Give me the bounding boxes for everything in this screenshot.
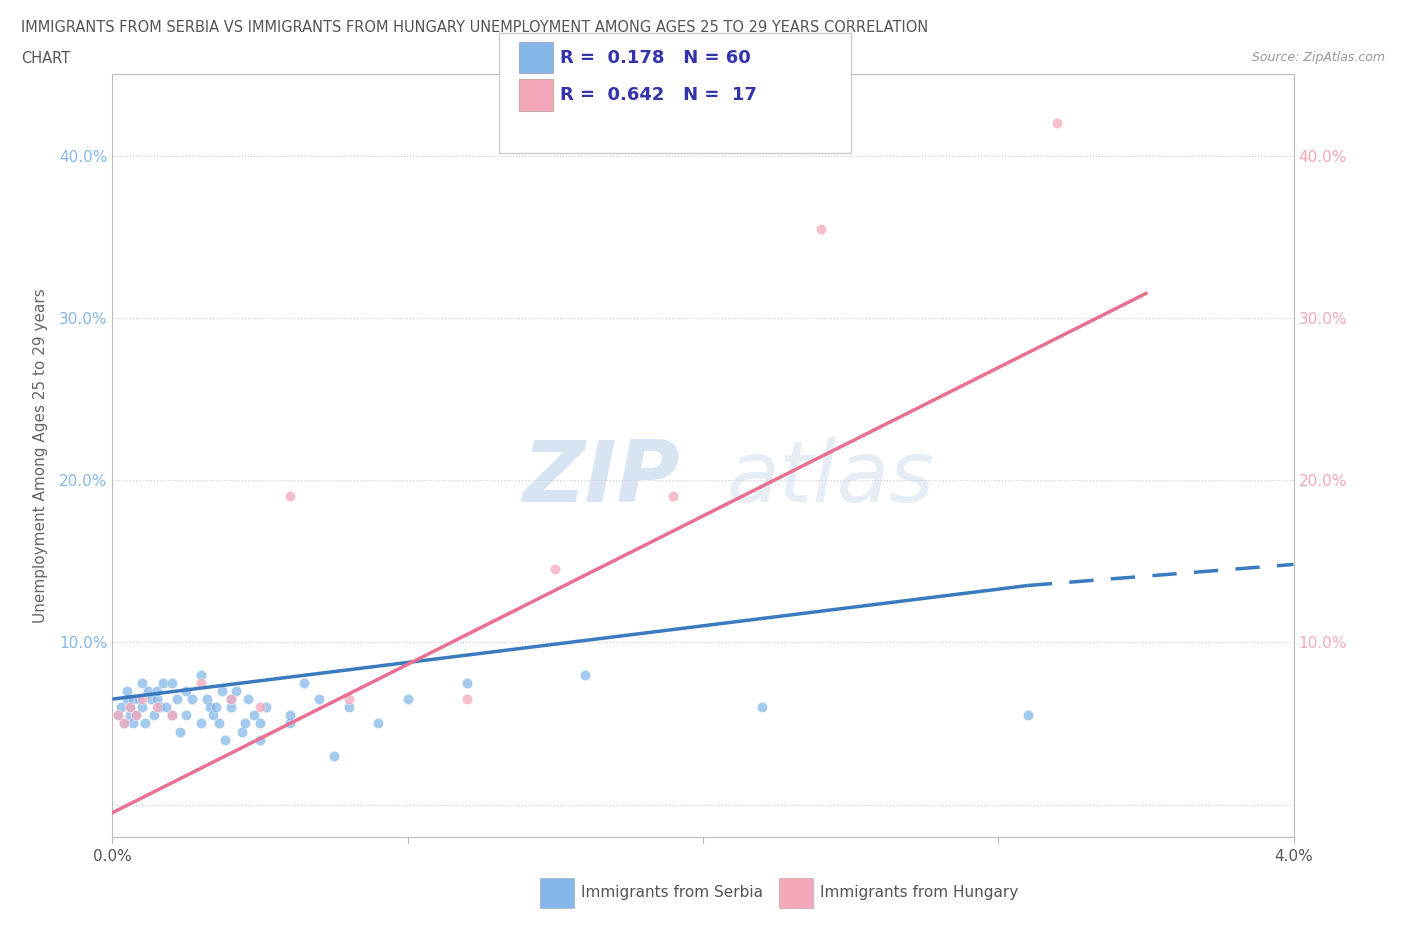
Point bbox=[337, 692, 360, 707]
Point bbox=[367, 716, 389, 731]
Point bbox=[544, 562, 567, 577]
Point bbox=[146, 699, 169, 714]
Point bbox=[112, 716, 135, 731]
Point bbox=[120, 708, 142, 723]
Point bbox=[233, 716, 256, 731]
Y-axis label: Unemployment Among Ages 25 to 29 years: Unemployment Among Ages 25 to 29 years bbox=[32, 288, 48, 623]
Point bbox=[160, 675, 183, 690]
Point bbox=[243, 708, 266, 723]
Point bbox=[128, 692, 150, 707]
Point bbox=[122, 716, 145, 731]
Point bbox=[112, 716, 135, 731]
Point bbox=[337, 699, 360, 714]
Point bbox=[110, 699, 132, 714]
Text: atlas: atlas bbox=[727, 437, 935, 520]
Point bbox=[1046, 115, 1069, 130]
Point bbox=[205, 699, 228, 714]
Text: CHART: CHART bbox=[21, 51, 70, 66]
Point bbox=[169, 724, 191, 739]
Point bbox=[146, 692, 169, 707]
Point bbox=[181, 692, 204, 707]
Point bbox=[278, 716, 301, 731]
Point bbox=[208, 716, 231, 731]
Point bbox=[308, 692, 330, 707]
Point bbox=[225, 684, 247, 698]
Point bbox=[139, 692, 162, 707]
Text: R =  0.642   N =  17: R = 0.642 N = 17 bbox=[560, 86, 756, 104]
Point bbox=[125, 708, 148, 723]
Point bbox=[238, 692, 260, 707]
Point bbox=[278, 489, 301, 504]
Point bbox=[166, 692, 188, 707]
Point bbox=[190, 716, 212, 731]
Point bbox=[323, 749, 346, 764]
Point bbox=[214, 732, 236, 747]
Text: IMMIGRANTS FROM SERBIA VS IMMIGRANTS FROM HUNGARY UNEMPLOYMENT AMONG AGES 25 TO : IMMIGRANTS FROM SERBIA VS IMMIGRANTS FRO… bbox=[21, 20, 928, 35]
Point bbox=[249, 699, 271, 714]
Point bbox=[120, 699, 142, 714]
Point bbox=[219, 699, 242, 714]
Point bbox=[107, 708, 129, 723]
Point bbox=[662, 489, 685, 504]
Point bbox=[195, 692, 218, 707]
Point bbox=[136, 684, 159, 698]
Point bbox=[190, 675, 212, 690]
Point bbox=[174, 708, 197, 723]
Point bbox=[278, 708, 301, 723]
Point bbox=[131, 699, 153, 714]
Point bbox=[211, 684, 233, 698]
Point bbox=[456, 692, 478, 707]
Point bbox=[198, 699, 221, 714]
Point bbox=[1017, 708, 1039, 723]
Point bbox=[292, 675, 315, 690]
Point bbox=[751, 699, 773, 714]
Point bbox=[160, 708, 183, 723]
Point bbox=[117, 692, 138, 707]
Point bbox=[231, 724, 253, 739]
Point bbox=[810, 221, 832, 236]
Point bbox=[125, 708, 148, 723]
Text: R =  0.178   N = 60: R = 0.178 N = 60 bbox=[560, 48, 751, 67]
Point bbox=[122, 692, 145, 707]
Point bbox=[146, 684, 169, 698]
Point bbox=[149, 699, 172, 714]
Point bbox=[249, 732, 271, 747]
Point bbox=[107, 708, 129, 723]
Point bbox=[131, 692, 153, 707]
Point bbox=[396, 692, 419, 707]
Text: Immigrants from Serbia: Immigrants from Serbia bbox=[581, 885, 762, 900]
Point bbox=[117, 684, 138, 698]
Point bbox=[254, 699, 277, 714]
Point bbox=[152, 675, 174, 690]
Point bbox=[249, 716, 271, 731]
Point bbox=[134, 716, 156, 731]
Point bbox=[131, 675, 153, 690]
Text: Immigrants from Hungary: Immigrants from Hungary bbox=[820, 885, 1018, 900]
Point bbox=[219, 692, 242, 707]
Point bbox=[174, 684, 197, 698]
Text: ZIP: ZIP bbox=[522, 437, 679, 520]
Point bbox=[120, 699, 142, 714]
Point bbox=[574, 668, 596, 683]
Point bbox=[456, 675, 478, 690]
Point bbox=[201, 708, 224, 723]
Point bbox=[160, 708, 183, 723]
Point bbox=[142, 708, 165, 723]
Text: Source: ZipAtlas.com: Source: ZipAtlas.com bbox=[1251, 51, 1385, 64]
Point bbox=[219, 692, 242, 707]
Point bbox=[155, 699, 177, 714]
Point bbox=[190, 668, 212, 683]
